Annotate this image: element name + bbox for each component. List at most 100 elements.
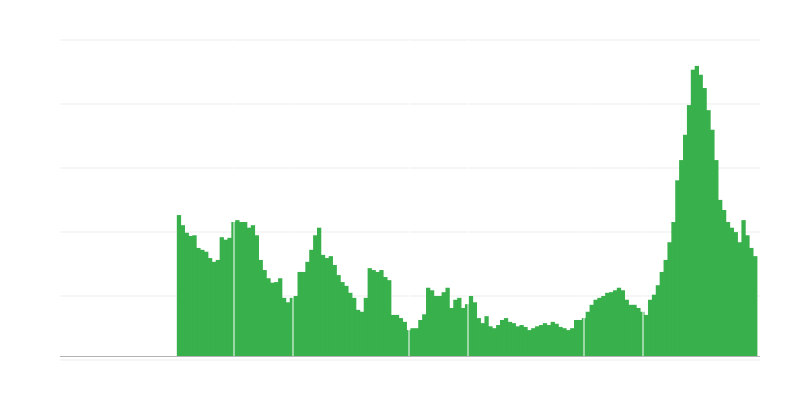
- bar: [554, 323, 559, 356]
- bar: [243, 222, 248, 356]
- bar: [702, 88, 707, 356]
- bar: [515, 326, 520, 356]
- bar: [433, 295, 439, 356]
- bar: [231, 222, 236, 356]
- bar: [266, 278, 271, 356]
- bar: [566, 330, 571, 356]
- bar: [628, 304, 633, 356]
- bar: [340, 282, 345, 356]
- bar: [297, 271, 302, 356]
- bar: [714, 160, 719, 356]
- bar: [644, 314, 649, 356]
- bar: [647, 299, 653, 356]
- bar: [496, 325, 501, 356]
- bar: [535, 326, 540, 356]
- bar: [753, 256, 758, 356]
- bar: [254, 235, 259, 356]
- bar: [383, 277, 388, 356]
- bar: [480, 323, 485, 356]
- bar: [437, 295, 442, 356]
- bar: [476, 318, 481, 356]
- bar: [196, 247, 201, 356]
- bar: [597, 297, 602, 356]
- bar: [211, 261, 217, 356]
- bar: [441, 292, 446, 356]
- bar: [612, 290, 618, 356]
- bar: [550, 321, 555, 356]
- bar: [215, 259, 221, 356]
- bar: [332, 264, 337, 356]
- bar: [655, 285, 661, 356]
- bar: [546, 325, 552, 356]
- bar: [729, 227, 735, 356]
- bar: [519, 325, 524, 356]
- bar: [609, 292, 614, 356]
- bar: [204, 251, 209, 356]
- bar: [184, 232, 189, 356]
- bar: [301, 271, 306, 356]
- bar: [274, 282, 279, 356]
- bar: [320, 254, 326, 356]
- bar: [464, 304, 470, 356]
- bar: [585, 311, 590, 356]
- bar: [363, 297, 369, 356]
- bar: [542, 323, 548, 356]
- bar: [426, 287, 431, 356]
- bar: [488, 326, 493, 356]
- bar: [636, 307, 641, 356]
- bar: [188, 235, 193, 356]
- bar: [328, 256, 333, 356]
- bar: [422, 314, 427, 356]
- bar: [500, 319, 505, 356]
- bar: [235, 220, 240, 356]
- bar: [398, 318, 404, 356]
- bar: [429, 290, 435, 356]
- bar: [718, 199, 723, 356]
- bar: [589, 304, 594, 356]
- bar: [527, 330, 532, 356]
- bar: [671, 222, 676, 356]
- bar: [207, 258, 213, 356]
- bar: [375, 271, 380, 356]
- bar: [281, 297, 287, 356]
- bar: [223, 239, 228, 356]
- bar: [725, 222, 731, 356]
- bar: [616, 287, 622, 356]
- bar: [293, 295, 298, 356]
- bar: [457, 297, 462, 356]
- bar: [484, 316, 489, 356]
- bar: [632, 304, 637, 356]
- bar: [686, 105, 692, 356]
- bar: [523, 326, 528, 356]
- bar: [192, 235, 197, 356]
- bar: [219, 237, 224, 356]
- bar: [449, 307, 454, 356]
- bar: [605, 292, 610, 356]
- bar: [461, 307, 466, 356]
- bar: [507, 321, 513, 356]
- bar: [445, 287, 450, 356]
- bar: [741, 220, 746, 356]
- bar: [352, 297, 357, 356]
- bar: [663, 259, 668, 356]
- bar: [367, 268, 372, 356]
- bar: [309, 249, 314, 356]
- bar: [538, 325, 544, 356]
- bar: [180, 225, 185, 356]
- bar: [285, 302, 291, 356]
- bar: [659, 271, 664, 356]
- bar: [749, 247, 754, 356]
- bar: [371, 270, 376, 356]
- bar: [593, 299, 598, 356]
- bar: [348, 292, 353, 356]
- bar: [468, 295, 474, 356]
- bar: [387, 280, 392, 356]
- bar: [324, 258, 330, 356]
- bar: [289, 297, 295, 356]
- bar: [511, 323, 516, 356]
- bar: [359, 311, 365, 356]
- bar: [390, 314, 396, 356]
- bar: [651, 294, 657, 356]
- bar: [675, 180, 680, 356]
